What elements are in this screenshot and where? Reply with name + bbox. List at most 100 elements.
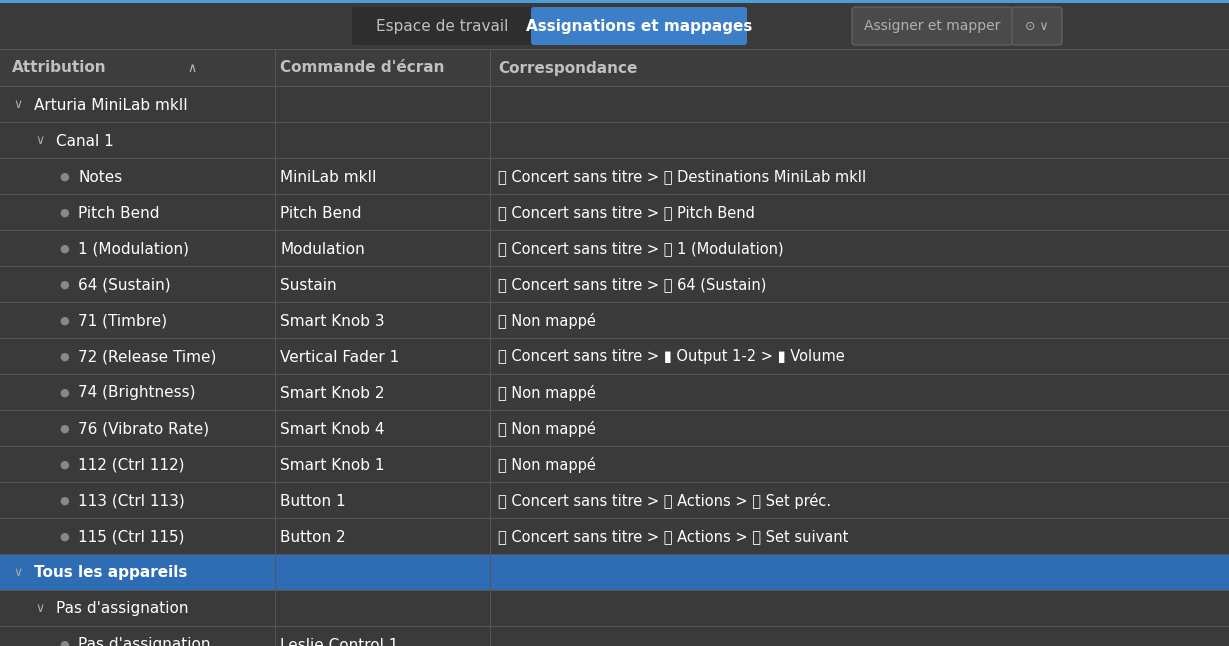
Text: ●: ● [59, 388, 69, 398]
Bar [0, 50, 1229, 86]
Bar [0, 49, 1229, 50]
Text: 72 (Release Time): 72 (Release Time) [77, 349, 216, 364]
Text: Pitch Bend: Pitch Bend [77, 205, 160, 220]
Text: Modulation: Modulation [280, 242, 365, 256]
Text: Pitch Bend: Pitch Bend [280, 205, 361, 220]
Text: ●: ● [59, 424, 69, 434]
Text: Assignations et mappages: Assignations et mappages [526, 19, 752, 34]
Bar [0, 195, 1229, 231]
FancyBboxPatch shape [531, 7, 747, 45]
Text: 🎹 Concert sans titre > 📂 Actions > 📂 Set préc.: 🎹 Concert sans titre > 📂 Actions > 📂 Set… [498, 493, 831, 509]
Text: 🎹 Concert sans titre > 🔘 Pitch Bend: 🎹 Concert sans titre > 🔘 Pitch Bend [498, 205, 755, 220]
Bar [0, 410, 1229, 411]
Text: ⊙ ∨: ⊙ ∨ [1025, 19, 1048, 32]
Bar [0, 554, 1229, 555]
Text: ●: ● [59, 244, 69, 254]
Bar [0, 590, 1229, 591]
Bar [0, 411, 1229, 447]
Text: 🎹 Concert sans titre > 🔘 1 (Modulation): 🎹 Concert sans titre > 🔘 1 (Modulation) [498, 242, 784, 256]
Bar [0, 231, 1229, 267]
Text: 🎹 Concert sans titre > 📂 Actions > 📂 Set suivant: 🎹 Concert sans titre > 📂 Actions > 📂 Set… [498, 530, 848, 545]
Text: Smart Knob 3: Smart Knob 3 [280, 313, 385, 329]
Text: 🎹 Concert sans titre > 🔘 64 (Sustain): 🎹 Concert sans titre > 🔘 64 (Sustain) [498, 278, 767, 293]
Text: ∨: ∨ [14, 98, 22, 112]
Text: ●: ● [59, 280, 69, 290]
Bar [0, 86, 1229, 87]
Text: Sustain: Sustain [280, 278, 337, 293]
Bar [0, 267, 1229, 303]
Text: ∧: ∧ [187, 61, 197, 74]
Bar [0, 518, 1229, 519]
Text: 76 (Vibrato Rate): 76 (Vibrato Rate) [77, 421, 209, 437]
Bar [0, 519, 1229, 555]
FancyBboxPatch shape [852, 7, 1013, 45]
Text: 🎹 Concert sans titre > ▮ Output 1-2 > ▮ Volume: 🎹 Concert sans titre > ▮ Output 1-2 > ▮ … [498, 349, 844, 364]
Text: Smart Knob 4: Smart Knob 4 [280, 421, 385, 437]
Bar [0, 303, 1229, 339]
Text: Commande d'écran: Commande d'écran [280, 61, 445, 76]
Text: Arturia MiniLab mkII: Arturia MiniLab mkII [34, 98, 188, 112]
Bar [0, 338, 1229, 339]
Bar [0, 159, 1229, 195]
Text: ∨: ∨ [36, 134, 44, 147]
Text: Leslie Control 1: Leslie Control 1 [280, 638, 398, 646]
Text: 113 (Ctrl 113): 113 (Ctrl 113) [77, 494, 184, 508]
Text: ●: ● [59, 532, 69, 542]
Bar [0, 339, 1229, 375]
Text: Tous les appareils: Tous les appareils [34, 565, 187, 581]
Bar [0, 158, 1229, 159]
Text: 🎹 Concert sans titre > 🔵 Destinations MiniLab mkII: 🎹 Concert sans titre > 🔵 Destinations Mi… [498, 169, 866, 185]
Text: ∨: ∨ [14, 567, 22, 579]
Text: Canal 1: Canal 1 [57, 134, 114, 149]
Text: ⦵ Non mappé: ⦵ Non mappé [498, 313, 596, 329]
Text: Vertical Fader 1: Vertical Fader 1 [280, 349, 399, 364]
Text: Smart Knob 2: Smart Knob 2 [280, 386, 385, 401]
Bar [0, 446, 1229, 447]
Text: ⦵ Non mappé: ⦵ Non mappé [498, 421, 596, 437]
Text: 71 (Timbre): 71 (Timbre) [77, 313, 167, 329]
Text: Correspondance: Correspondance [498, 61, 638, 76]
Text: ●: ● [59, 460, 69, 470]
Text: 64 (Sustain): 64 (Sustain) [77, 278, 171, 293]
Bar [0, 122, 1229, 123]
Bar [0, 266, 1229, 267]
Text: Pas d'assignation: Pas d'assignation [77, 638, 210, 646]
Text: Espace de travail: Espace de travail [376, 19, 509, 34]
Text: Button 2: Button 2 [280, 530, 345, 545]
Bar [0, 483, 1229, 519]
Text: Button 1: Button 1 [280, 494, 345, 508]
Text: Assigner et mapper: Assigner et mapper [864, 19, 1000, 33]
Text: Notes: Notes [77, 169, 122, 185]
Bar [0, 627, 1229, 646]
Bar [0, 555, 1229, 591]
Text: ●: ● [59, 172, 69, 182]
Text: 115 (Ctrl 115): 115 (Ctrl 115) [77, 530, 184, 545]
Text: ●: ● [59, 640, 69, 646]
Text: ●: ● [59, 316, 69, 326]
Bar [0, 447, 1229, 483]
Bar [0, 230, 1229, 231]
Text: Smart Knob 1: Smart Knob 1 [280, 457, 385, 472]
Text: ⦵ Non mappé: ⦵ Non mappé [498, 457, 596, 473]
FancyBboxPatch shape [351, 7, 533, 45]
Text: 74 (Brightness): 74 (Brightness) [77, 386, 195, 401]
Bar [0, 375, 1229, 411]
Text: MiniLab mkII: MiniLab mkII [280, 169, 376, 185]
Text: Attribution: Attribution [12, 61, 107, 76]
Text: ∨: ∨ [36, 603, 44, 616]
Bar [0, 482, 1229, 483]
Text: 1 (Modulation): 1 (Modulation) [77, 242, 189, 256]
Bar [0, 591, 1229, 627]
Bar [0, 3, 1229, 49]
Bar [0, 626, 1229, 627]
Text: ●: ● [59, 352, 69, 362]
Bar [0, 194, 1229, 195]
Bar [0, 374, 1229, 375]
Bar [0, 123, 1229, 159]
Bar [0, 87, 1229, 123]
Text: Pas d'assignation: Pas d'assignation [57, 601, 188, 616]
Text: ⦵ Non mappé: ⦵ Non mappé [498, 385, 596, 401]
Text: ●: ● [59, 208, 69, 218]
Bar [0, 302, 1229, 303]
Text: ●: ● [59, 496, 69, 506]
